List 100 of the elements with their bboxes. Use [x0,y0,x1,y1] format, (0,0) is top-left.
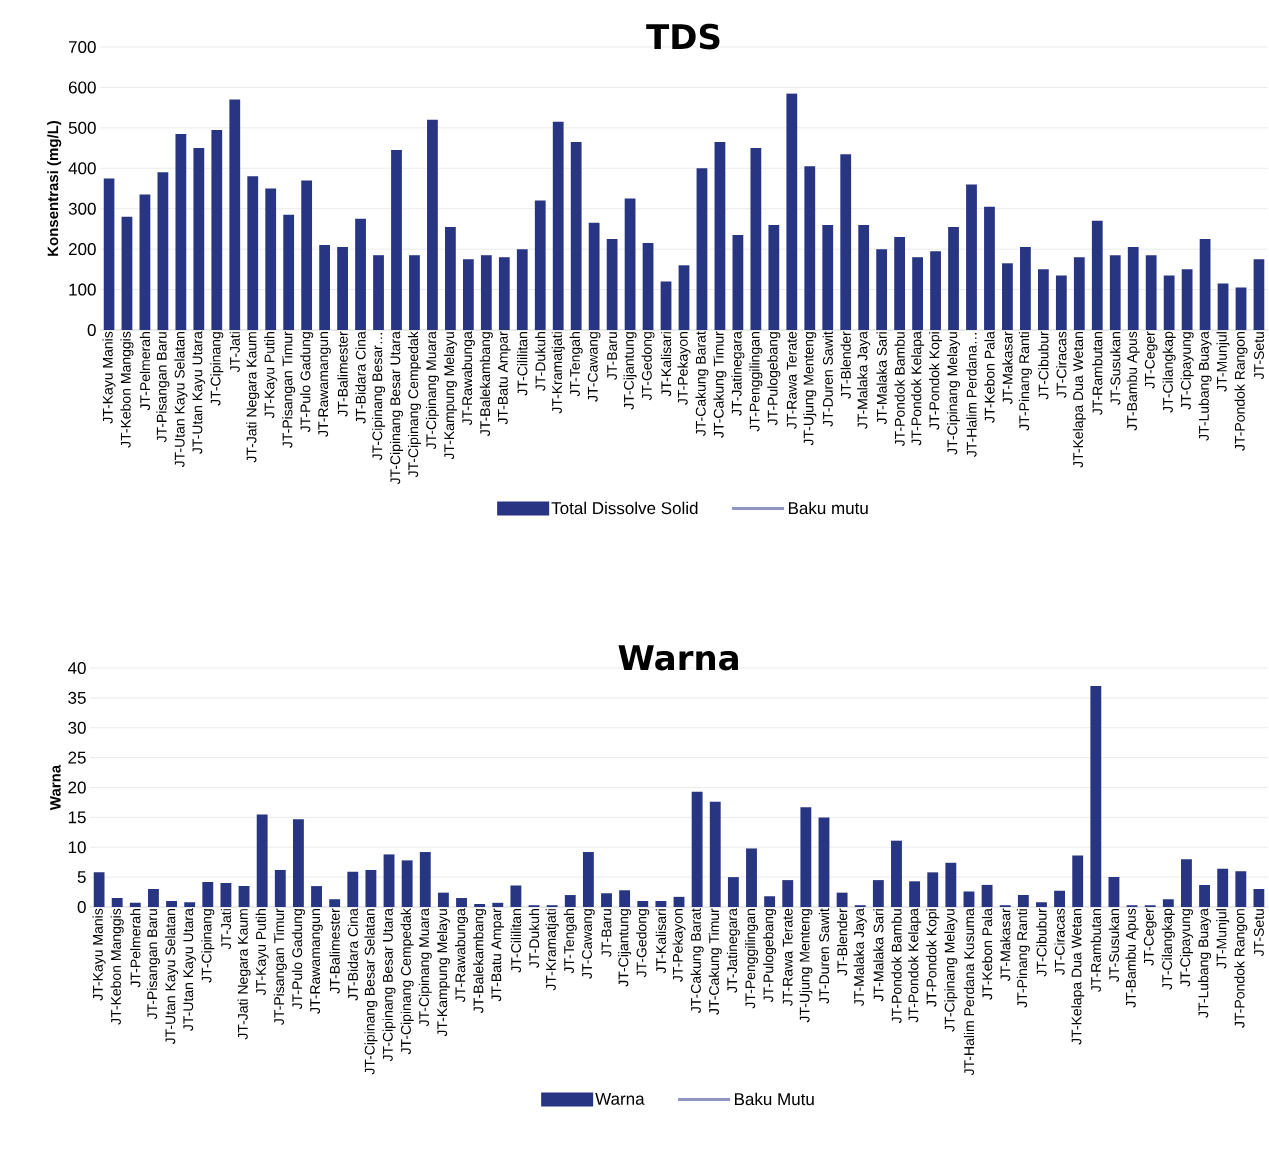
bar [247,176,259,330]
x-tick-label: JT-Pondok Bambu [894,332,905,447]
x-tick-label: JT-Pisangan Baru [146,909,160,1020]
bar [474,904,486,907]
bar [912,257,923,330]
bar [1020,247,1031,330]
bar [948,226,959,330]
x-tick-label: JT-Kayu Manis [92,908,106,1001]
bar [1181,859,1192,907]
y-tick-label: 700 [68,40,96,54]
y-axis-title: Konsentrasi (mg/L) [47,120,62,256]
x-tick-label: JT-Pulogebang [767,332,781,426]
x-tick-label: JT-Cipinang [201,909,215,983]
x-tick-label: JT-Munjul [1216,909,1230,969]
bar [265,188,277,330]
x-tick-label: JT-Kampung Melayu [443,332,457,460]
bar [709,801,721,907]
bar [492,902,504,907]
x-tick-label: JT-Cilangkap [1162,331,1176,413]
x-tick-label: JT-Pinang Ranti [1016,909,1030,1008]
bar [945,862,957,907]
x-tick-label: JT-Ciracas [1054,908,1065,975]
y-tick-label: 15 [68,811,86,824]
bar [401,860,413,907]
bar [764,896,776,907]
x-tick-label: JT-Cililitan [510,909,522,973]
bar [510,885,522,907]
x-tick-label: JT-Baru [607,332,618,380]
chart-title: Warna [618,645,738,671]
x-tick-label: JT-Duren Sawit [818,908,830,1004]
x-tick-label: JT-Kelapa Dua Wetan [1071,909,1085,1045]
x-tick-label: JT-Cakung Barat [690,908,704,1014]
bar [383,854,395,907]
bar [582,852,594,907]
x-tick-label: JT-Dukuh [535,332,546,391]
bar [139,194,151,330]
bar [1091,220,1103,330]
bar [984,206,995,330]
x-tick-label: JT-Kayu Putih [264,332,278,419]
bar [480,255,492,330]
x-tick-label: JT-Kramatjati [545,909,559,991]
y-tick-label: 600 [68,81,96,94]
x-tick-label: JT-Makasar [1000,908,1011,982]
bar [660,281,672,330]
x-tick-label: JT-Malaka Sari [876,332,887,425]
x-tick-label: JT-Jatinegara [726,908,740,993]
x-tick-label: JT-Pisangan Timur [282,331,296,448]
x-tick-label: JT-Utan Kayu Selatan [174,332,188,468]
x-tick-label: JT-Blender [836,908,848,976]
bar [876,249,888,330]
x-tick-label: JT-Pulogebang [763,909,777,1003]
x-tick-label: JT-Cipinang Besar… [371,333,386,461]
x-tick-label: JT-Gedong [641,332,655,401]
bar [202,881,214,907]
x-tick-label: JT-Cipinang Besar Utara [389,331,404,485]
x-tick-label: JT-Pondok Rangon [1234,332,1248,451]
x-tick-label: JT-Jati Negara Kaum [237,909,251,1040]
x-tick-label: JT-Pekayon [677,332,691,405]
bar [355,218,366,330]
bar [166,901,177,907]
x-tick-label: JT-Kalisari [660,332,672,397]
x-tick-label: JT-Pulo Gadung [291,909,305,1010]
x-tick-label: JT-Ceger [1143,908,1157,966]
bar [456,898,467,907]
x-tick-label: JT-Dukuh [528,909,540,968]
x-tick-label: JT-Cawang [587,332,601,402]
bar [637,901,649,907]
y-tick-label: 5 [77,871,86,884]
x-tick-label: JT-Halim Perdana Kusuma [963,908,975,1076]
bar [782,880,794,907]
bar [800,807,812,907]
x-tick-label: JT-Makasar [1002,331,1013,405]
x-tick-label: JT-Utan Kayu Utara [192,331,206,454]
x-tick-label: JT-Utan Kayu Utara [183,908,196,1031]
x-tick-label: JT-Pisangan Baru [156,332,170,443]
x-tick-label: JT-Kampung Melayu [436,909,450,1037]
bar [1217,283,1229,330]
bar [1199,884,1211,907]
bar [498,257,510,330]
bar [365,869,377,907]
bar [804,166,816,330]
x-tick-label: JT-Balimester [337,331,348,417]
x-tick-label: JT-Ujung Menteng [799,909,813,1023]
x-tick-label: JT-Blender [840,331,851,399]
x-tick-label: JT-Pinang Ranti [1018,332,1032,431]
bar [963,891,975,907]
x-tick-label: JT-Cakung Timur [708,908,722,1015]
bar [1036,902,1047,907]
x-tick-label: JT-Batu Ampar [491,908,505,1002]
bar [1199,239,1211,330]
bar [588,222,600,330]
x-tick-label: JT-Malaka Jaya [857,331,871,430]
bar [678,265,690,330]
x-tick-label: JT-Gedong [636,909,650,978]
legend-label: Total Dissolve Solid [551,501,698,515]
bar [1108,877,1120,907]
x-tick-label: JT-Bambu Apus [1125,908,1139,1008]
x-tick-label: JT-Rawabunga [455,908,469,1003]
bar [129,902,141,907]
bar [103,178,115,330]
